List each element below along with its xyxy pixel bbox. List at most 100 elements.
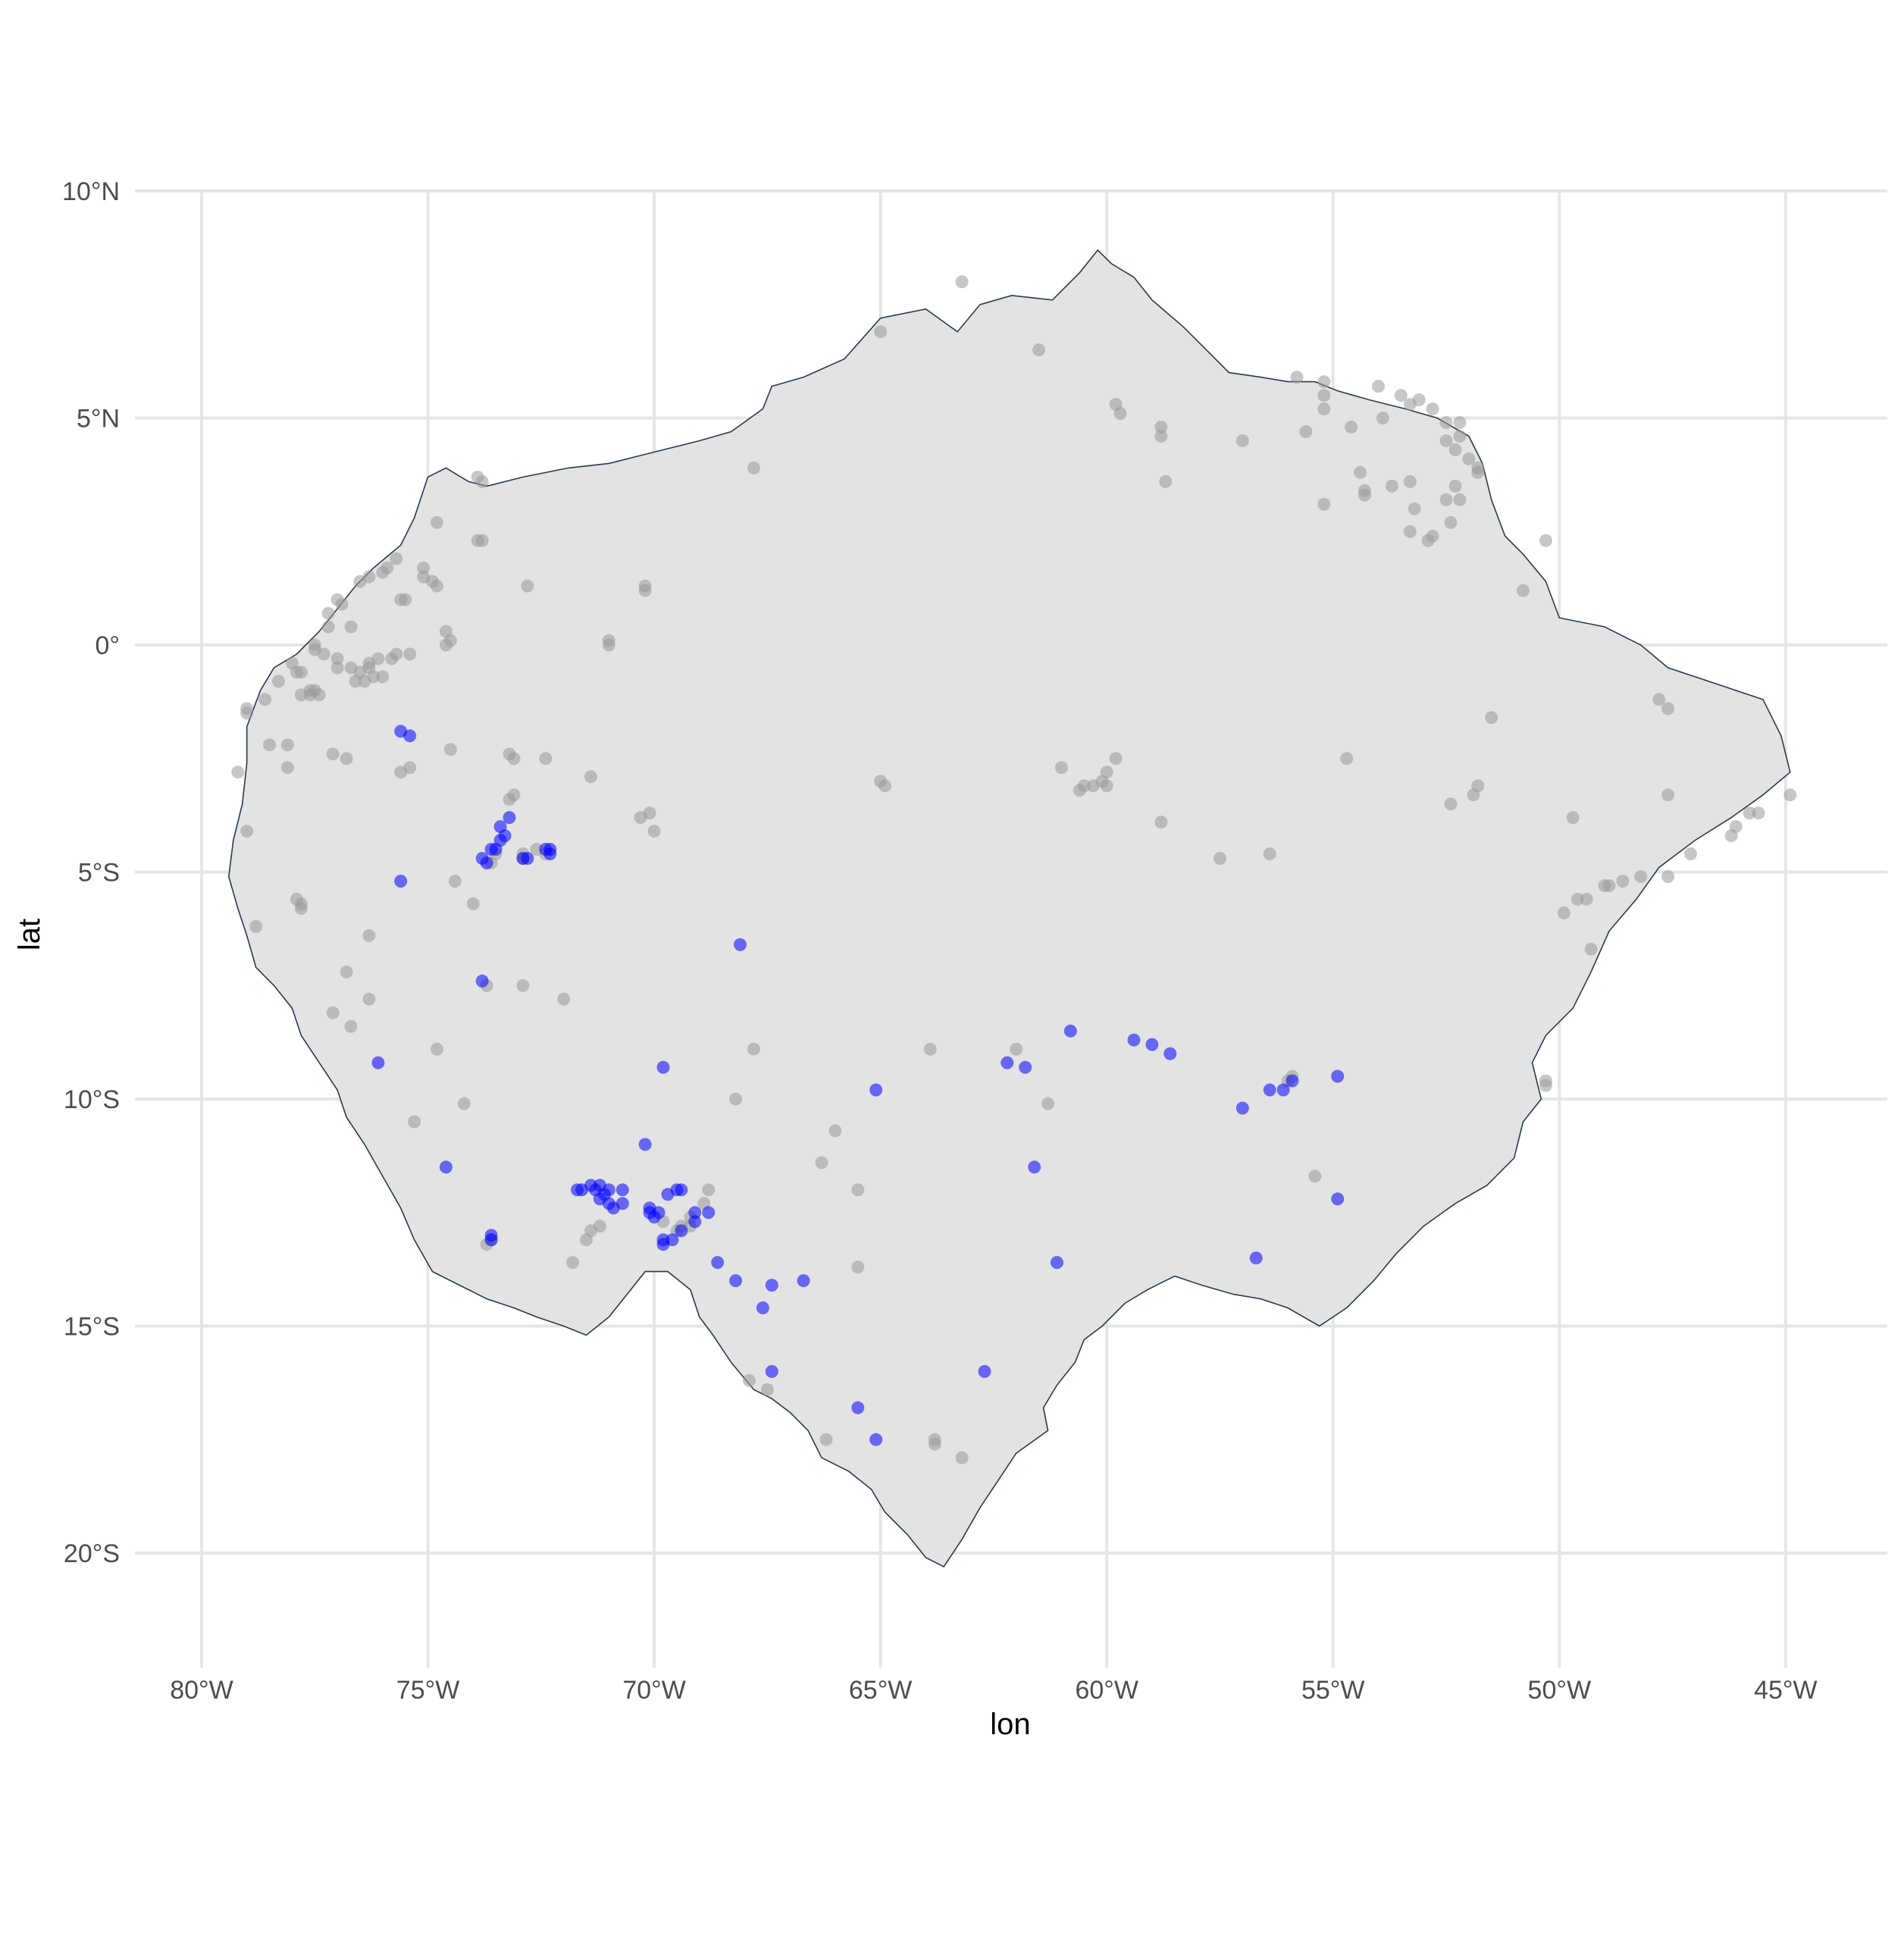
point-gray-26	[1462, 452, 1476, 465]
point-gray-210	[819, 1433, 833, 1446]
point-gray-189	[1010, 1042, 1023, 1056]
y-tick-label-5: 15°S	[64, 1313, 120, 1342]
point-gray-126	[399, 593, 412, 606]
point-blue-14	[543, 843, 557, 856]
point-gray-59	[1783, 788, 1797, 802]
point-blue-15	[394, 875, 408, 888]
point-gray-39	[1444, 515, 1458, 529]
point-gray-49	[1340, 752, 1354, 766]
x-tick-label-7: 45°W	[1754, 1676, 1818, 1705]
point-gray-133	[439, 638, 453, 652]
point-blue-2	[503, 811, 516, 825]
x-tick-label-3: 65°W	[849, 1676, 913, 1705]
point-blue-33	[615, 1197, 629, 1210]
point-blue-74	[1331, 1192, 1345, 1206]
point-gray-14	[1299, 425, 1313, 438]
point-gray-169	[362, 992, 376, 1006]
point-gray-176	[457, 1097, 471, 1110]
point-blue-58	[869, 1433, 883, 1446]
point-gray-25	[1448, 443, 1462, 456]
point-gray-8	[1159, 474, 1173, 488]
point-blue-29	[602, 1183, 615, 1197]
point-gray-141	[602, 638, 615, 652]
point-gray-45	[1517, 584, 1530, 597]
point-gray-48	[1661, 702, 1675, 716]
point-gray-143	[638, 584, 652, 597]
point-gray-109	[349, 675, 362, 688]
x-tick-label-2: 70°W	[622, 1676, 686, 1705]
point-gray-12	[1317, 389, 1331, 402]
point-gray-50	[1444, 797, 1458, 811]
point-gray-73	[1213, 852, 1226, 865]
point-gray-94	[466, 897, 480, 910]
point-blue-51	[765, 1279, 778, 1292]
point-gray-63	[1616, 875, 1630, 888]
point-gray-21	[1439, 416, 1453, 429]
point-gray-93	[443, 743, 457, 756]
point-gray-123	[380, 561, 394, 575]
point-gray-213	[955, 1451, 969, 1464]
point-gray-103	[376, 670, 390, 684]
point-gray-32	[1358, 488, 1371, 502]
point-gray-56	[1729, 820, 1743, 834]
point-blue-72	[1331, 1069, 1345, 1083]
x-tick-label-1: 75°W	[396, 1676, 460, 1705]
point-gray-165	[294, 897, 308, 910]
y-axis-title: lat	[13, 919, 46, 950]
point-gray-3	[747, 461, 760, 474]
point-gray-95	[448, 875, 462, 888]
y-tick-label-0: 10°N	[62, 177, 120, 206]
point-blue-9	[475, 852, 489, 865]
occurrence-points	[231, 275, 1797, 1464]
point-gray-156	[263, 738, 277, 752]
y-tick-label-4: 10°S	[64, 1085, 120, 1114]
point-gray-139	[521, 579, 534, 593]
point-blue-42	[675, 1224, 688, 1238]
point-gray-58	[1752, 806, 1765, 820]
point-gray-85	[878, 779, 892, 793]
point-gray-106	[344, 661, 358, 675]
point-gray-83	[1055, 761, 1068, 775]
point-gray-57	[1743, 806, 1756, 820]
point-gray-38	[1408, 502, 1421, 515]
point-gray-138	[475, 534, 489, 547]
point-gray-171	[344, 1019, 358, 1033]
point-blue-7	[484, 843, 498, 856]
point-gray-134	[431, 515, 443, 529]
point-gray-168	[340, 965, 353, 979]
point-blue-50	[729, 1274, 743, 1288]
point-gray-20	[1426, 402, 1439, 415]
point-gray-79	[1100, 779, 1113, 793]
point-gray-88	[647, 825, 661, 838]
point-gray-1	[874, 325, 888, 339]
point-gray-29	[1376, 412, 1389, 424]
point-gray-75	[1154, 816, 1168, 829]
point-gray-54	[1661, 788, 1675, 802]
point-gray-40	[1403, 525, 1417, 538]
point-gray-16	[1372, 380, 1385, 393]
point-gray-208	[743, 1373, 756, 1387]
point-gray-97	[403, 761, 417, 775]
y-tick-label-6: 20°S	[64, 1539, 120, 1568]
point-gray-69	[1584, 942, 1598, 956]
point-blue-59	[978, 1364, 991, 1378]
point-gray-72	[1308, 1170, 1322, 1183]
point-gray-212	[928, 1437, 941, 1451]
point-blue-69	[1263, 1083, 1276, 1097]
point-gray-19	[1412, 393, 1426, 406]
point-gray-47	[1652, 693, 1666, 706]
x-axis-tick-labels: 80°W 75°W 70°W 65°W 60°W 55°W 50°W 45°W	[170, 1676, 1817, 1705]
point-blue-18	[439, 1160, 453, 1174]
point-blue-38	[652, 1206, 665, 1220]
point-blue-11	[521, 852, 534, 865]
point-gray-204	[580, 1233, 593, 1247]
point-blue-70	[1276, 1083, 1290, 1097]
point-gray-175	[431, 1042, 443, 1056]
point-blue-68	[1235, 1101, 1249, 1115]
region-outline	[227, 249, 1791, 1568]
x-tick-label-0: 80°W	[170, 1676, 233, 1705]
point-gray-76	[1109, 752, 1123, 766]
point-gray-11	[1317, 375, 1331, 389]
point-blue-54	[765, 1364, 778, 1378]
point-gray-183	[530, 843, 543, 856]
